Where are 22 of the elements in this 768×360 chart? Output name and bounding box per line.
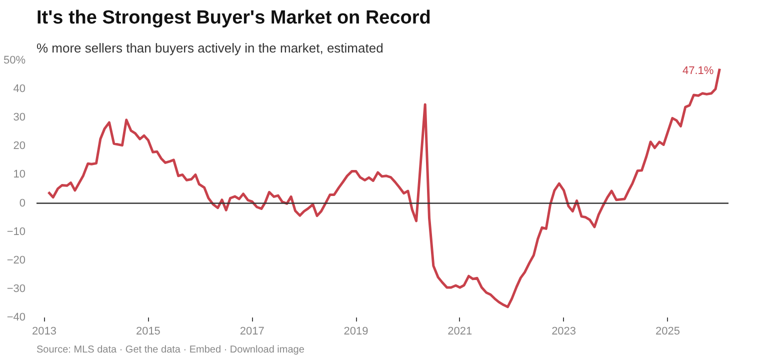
source-note: Source: MLS data · Get the data · Embed · Download image <box>36 344 305 356</box>
y-tick-label: 30 <box>13 112 26 124</box>
chart-title: It's the Strongest Buyer's Market on Record <box>36 8 431 28</box>
x-tick-label: 2017 <box>240 326 264 338</box>
x-tick-label: 2025 <box>655 326 680 338</box>
line-series <box>47 68 721 308</box>
y-tick-label: −40 <box>6 312 26 324</box>
y-tick-label: 10 <box>13 168 26 181</box>
y-tick-label: −30 <box>6 282 26 295</box>
x-tick-label: 2015 <box>136 326 160 338</box>
y-tick-label: 0 <box>19 197 26 210</box>
annotation: 47.1% <box>682 64 714 77</box>
y-tick-label: 50% <box>3 54 26 66</box>
x-tick-label: 2021 <box>448 326 472 338</box>
y-tick-label: −10 <box>6 226 26 238</box>
y-tick-label: 20 <box>13 140 26 152</box>
y-tick-label: −20 <box>6 254 26 266</box>
x-tick-label: 2019 <box>344 326 368 338</box>
x-tick-label: 2013 <box>32 326 57 338</box>
y-tick-label: 40 <box>13 83 26 96</box>
x-tick-label: 2023 <box>552 326 576 338</box>
chart-subtitle: % more sellers than buyers actively in the market, estimated <box>36 40 384 56</box>
